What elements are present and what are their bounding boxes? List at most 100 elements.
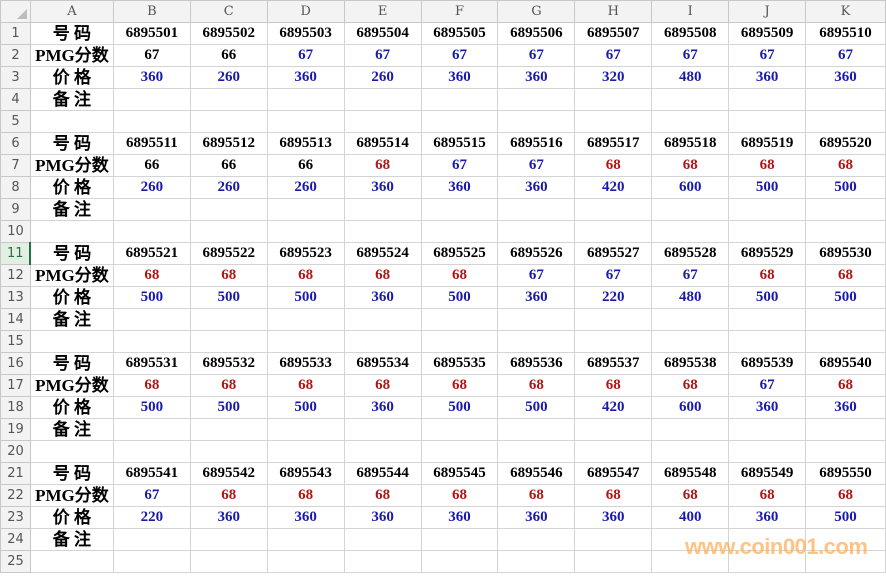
number-cell[interactable]: 6895542 — [189, 462, 268, 485]
score-cell[interactable]: 68 — [574, 484, 653, 507]
row-header-12[interactable]: 12 — [0, 264, 31, 287]
column-header-K[interactable]: K — [805, 0, 886, 23]
cell[interactable] — [189, 110, 268, 133]
note-cell[interactable] — [651, 308, 730, 331]
score-cell[interactable]: 68 — [420, 484, 499, 507]
number-cell[interactable]: 6895548 — [651, 462, 730, 485]
price-cell[interactable]: 400 — [651, 506, 730, 529]
score-cell[interactable]: 68 — [805, 484, 886, 507]
score-cell[interactable]: 67 — [497, 154, 576, 177]
note-cell[interactable] — [497, 528, 576, 551]
column-header-G[interactable]: G — [497, 0, 576, 23]
number-cell[interactable]: 6895524 — [343, 242, 422, 265]
score-cell[interactable]: 67 — [574, 264, 653, 287]
price-cell[interactable]: 260 — [112, 176, 191, 199]
score-cell[interactable]: 66 — [189, 44, 268, 67]
cell[interactable] — [497, 550, 576, 573]
note-cell[interactable] — [497, 308, 576, 331]
cell[interactable] — [574, 330, 653, 353]
price-cell[interactable]: 500 — [805, 286, 886, 309]
note-cell[interactable] — [420, 308, 499, 331]
price-cell[interactable]: 500 — [189, 396, 268, 419]
cell[interactable] — [805, 220, 886, 243]
note-cell[interactable] — [343, 308, 422, 331]
number-cell[interactable]: 6895523 — [266, 242, 345, 265]
score-cell[interactable]: 68 — [189, 484, 268, 507]
price-cell[interactable]: 500 — [266, 286, 345, 309]
price-cell[interactable]: 500 — [189, 286, 268, 309]
row-label-score[interactable]: PMG分数 — [29, 484, 114, 507]
row-label-number[interactable]: 号 码 — [29, 22, 114, 45]
price-cell[interactable]: 360 — [728, 396, 807, 419]
number-cell[interactable]: 6895518 — [651, 132, 730, 155]
cell[interactable] — [651, 110, 730, 133]
price-cell[interactable]: 260 — [189, 66, 268, 89]
cell[interactable] — [574, 110, 653, 133]
score-cell[interactable]: 68 — [728, 264, 807, 287]
column-header-J[interactable]: J — [728, 0, 807, 23]
note-cell[interactable] — [343, 198, 422, 221]
note-cell[interactable] — [805, 88, 886, 111]
number-cell[interactable]: 6895510 — [805, 22, 886, 45]
note-cell[interactable] — [805, 418, 886, 441]
price-cell[interactable]: 360 — [266, 506, 345, 529]
select-all-corner[interactable] — [0, 0, 31, 23]
note-cell[interactable] — [112, 528, 191, 551]
column-header-E[interactable]: E — [343, 0, 422, 23]
price-cell[interactable]: 260 — [189, 176, 268, 199]
price-cell[interactable]: 260 — [343, 66, 422, 89]
row-header-15[interactable]: 15 — [0, 330, 31, 353]
row-label-number[interactable]: 号 码 — [29, 462, 114, 485]
row-label-note[interactable]: 备 注 — [29, 528, 114, 551]
price-cell[interactable]: 360 — [497, 286, 576, 309]
price-cell[interactable]: 500 — [266, 396, 345, 419]
cell[interactable] — [343, 440, 422, 463]
number-cell[interactable]: 6895541 — [112, 462, 191, 485]
cell[interactable] — [112, 550, 191, 573]
row-header-6[interactable]: 6 — [0, 132, 31, 155]
cell[interactable] — [189, 440, 268, 463]
score-cell[interactable]: 68 — [805, 264, 886, 287]
note-cell[interactable] — [266, 418, 345, 441]
score-cell[interactable]: 67 — [651, 264, 730, 287]
row-label-price[interactable]: 价 格 — [29, 506, 114, 529]
note-cell[interactable] — [266, 308, 345, 331]
score-cell[interactable]: 68 — [574, 374, 653, 397]
number-cell[interactable]: 6895507 — [574, 22, 653, 45]
price-cell[interactable]: 500 — [112, 286, 191, 309]
row-header-21[interactable]: 21 — [0, 462, 31, 485]
number-cell[interactable]: 6895550 — [805, 462, 886, 485]
price-cell[interactable]: 360 — [189, 506, 268, 529]
score-cell[interactable]: 67 — [112, 44, 191, 67]
row-label-price[interactable]: 价 格 — [29, 176, 114, 199]
score-cell[interactable]: 66 — [112, 154, 191, 177]
number-cell[interactable]: 6895520 — [805, 132, 886, 155]
number-cell[interactable]: 6895538 — [651, 352, 730, 375]
price-cell[interactable]: 360 — [497, 506, 576, 529]
column-header-D[interactable]: D — [266, 0, 345, 23]
score-cell[interactable]: 68 — [112, 374, 191, 397]
row-header-13[interactable]: 13 — [0, 286, 31, 309]
cell[interactable] — [112, 330, 191, 353]
note-cell[interactable] — [805, 308, 886, 331]
score-cell[interactable]: 68 — [266, 264, 345, 287]
score-cell[interactable]: 68 — [574, 154, 653, 177]
row-header-23[interactable]: 23 — [0, 506, 31, 529]
price-cell[interactable]: 360 — [343, 176, 422, 199]
row-label-price[interactable]: 价 格 — [29, 286, 114, 309]
row-header-10[interactable]: 10 — [0, 220, 31, 243]
price-cell[interactable]: 420 — [574, 396, 653, 419]
cell[interactable] — [497, 330, 576, 353]
number-cell[interactable]: 6895521 — [112, 242, 191, 265]
row-header-8[interactable]: 8 — [0, 176, 31, 199]
cell[interactable] — [343, 110, 422, 133]
cell[interactable] — [112, 440, 191, 463]
number-cell[interactable]: 6895533 — [266, 352, 345, 375]
note-cell[interactable] — [728, 418, 807, 441]
note-cell[interactable] — [574, 198, 653, 221]
score-cell[interactable]: 68 — [112, 264, 191, 287]
number-cell[interactable]: 6895505 — [420, 22, 499, 45]
column-header-F[interactable]: F — [420, 0, 499, 23]
cell[interactable] — [728, 440, 807, 463]
row-header-16[interactable]: 16 — [0, 352, 31, 375]
